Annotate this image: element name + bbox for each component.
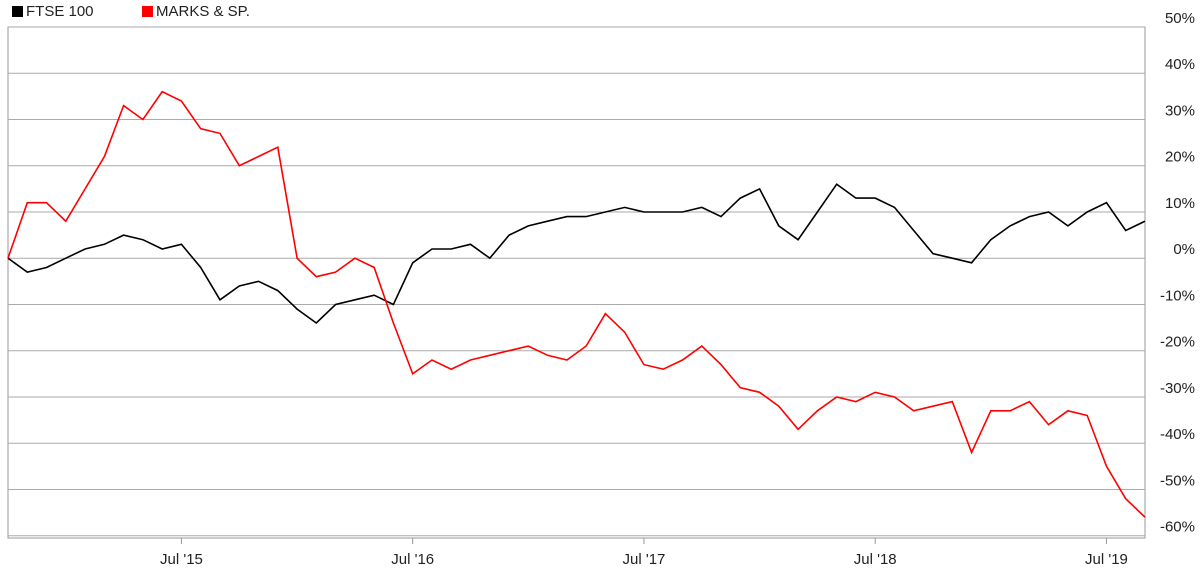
x-tick-label: Jul '16 xyxy=(391,551,434,568)
y-tick-label: -20% xyxy=(1160,334,1195,351)
legend-label: MARKS & SP. xyxy=(156,3,250,20)
y-tick-label: -40% xyxy=(1160,426,1195,443)
legend-label: FTSE 100 xyxy=(26,3,94,20)
y-tick-label: -50% xyxy=(1160,472,1195,489)
y-tick-label: 20% xyxy=(1165,149,1195,166)
x-tick-label: Jul '18 xyxy=(854,551,897,568)
series-line xyxy=(7,183,1146,325)
x-tick-label: Jul '17 xyxy=(623,551,666,568)
plot-border xyxy=(7,26,1146,539)
legend-swatch xyxy=(12,6,23,17)
y-tick-label: 0% xyxy=(1173,241,1195,258)
y-tick-label: 30% xyxy=(1165,102,1195,119)
y-tick-label: 50% xyxy=(1165,10,1195,27)
legend-swatch xyxy=(142,6,153,17)
y-tick-label: -30% xyxy=(1160,380,1195,397)
y-tick-label: -10% xyxy=(1160,287,1195,304)
y-tick-label: -60% xyxy=(1160,519,1195,536)
y-tick-label: 40% xyxy=(1165,56,1195,73)
series-line xyxy=(7,90,1146,518)
x-tick-label: Jul '19 xyxy=(1085,551,1128,568)
x-tick-label: Jul '15 xyxy=(160,551,203,568)
y-tick-label: 10% xyxy=(1165,195,1195,212)
